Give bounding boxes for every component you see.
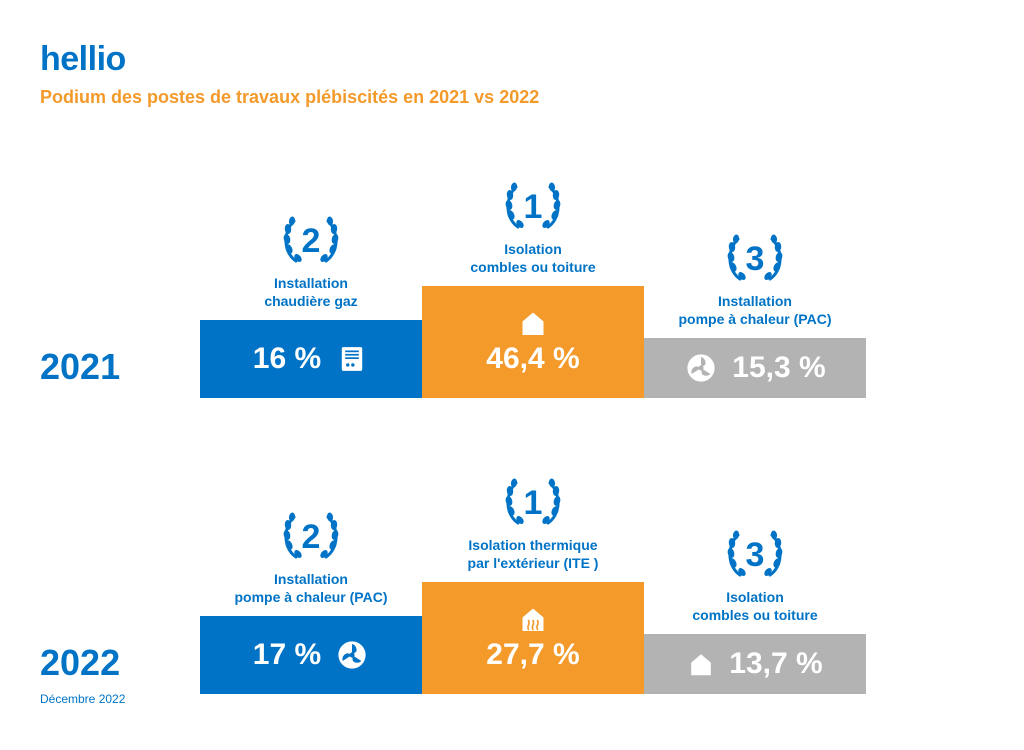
laurel-badge: 2 [276,507,346,567]
rank-number: 1 [498,473,568,533]
laurel-badge: 1 [498,473,568,533]
laurel-badge: 2 [276,211,346,271]
podium-value: 13,7 % [729,647,822,681]
podium-value: 46,4 % [486,342,579,376]
house-heat-icon [514,604,552,634]
podium-2021: 2021 2 Installation chaudière gaz 16 % [40,138,984,398]
podium-caption: Isolation combles ou toiture [692,589,817,624]
podium-place-2: 2 Installation chaudière gaz 16 % [200,320,422,398]
podium-place-3: 3 Installation pompe à chaleur (PAC) 15,… [644,338,866,398]
brand-logo: hellio [40,40,984,79]
house-icon [687,650,715,678]
laurel-badge: 1 [498,177,568,237]
podium-bar: 15,3 % [644,338,866,398]
laurel-badge: 3 [720,229,790,289]
podium-caption: Installation pompe à chaleur (PAC) [235,571,388,606]
podium-2022: 2022 2 Installation pompe à chaleur (PAC… [40,434,984,694]
rank-number: 2 [276,507,346,567]
podium-place-2: 2 Installation pompe à chaleur (PAC) 17 … [200,616,422,694]
year-label: 2021 [40,346,120,388]
podium-place-3: 3 Isolation combles ou toiture 13,7 % [644,634,866,694]
podium-bar: 17 % [200,616,422,694]
podium-caption: Installation chaudière gaz [264,275,357,310]
rank-number: 2 [276,211,346,271]
podium-value: 27,7 % [486,638,579,672]
page-title: Podium des postes de travaux plébiscités… [40,87,984,108]
fan-icon [684,351,718,385]
boiler-icon [335,342,369,376]
podium-bar: 16 % [200,320,422,398]
podium-value: 15,3 % [732,351,825,385]
podium-bar: 13,7 % [644,634,866,694]
podium-visualization: 2021 2 Installation chaudière gaz 16 % [40,138,984,694]
podium-place-1: 1 Isolation thermique par l'extérieur (I… [422,582,644,694]
rank-number: 3 [720,525,790,585]
podium-bar: 46,4 % [422,286,644,398]
podium-row: 2 Installation pompe à chaleur (PAC) 17 … [200,582,866,694]
fan-icon [335,638,369,672]
podium-caption: Installation pompe à chaleur (PAC) [679,293,832,328]
podium-value: 17 % [253,638,321,672]
rank-number: 1 [498,177,568,237]
podium-bar: 27,7 % [422,582,644,694]
footer-date: Décembre 2022 [40,692,125,706]
laurel-badge: 3 [720,525,790,585]
podium-caption: Isolation thermique par l'extérieur (ITE… [468,537,599,572]
podium-value: 16 % [253,342,321,376]
year-label: 2022 [40,642,120,684]
podium-caption: Isolation combles ou toiture [470,241,595,276]
podium-row: 2 Installation chaudière gaz 16 % [200,286,866,398]
podium-place-1: 1 Isolation combles ou toiture 46,4 % [422,286,644,398]
house-icon [514,308,552,338]
rank-number: 3 [720,229,790,289]
